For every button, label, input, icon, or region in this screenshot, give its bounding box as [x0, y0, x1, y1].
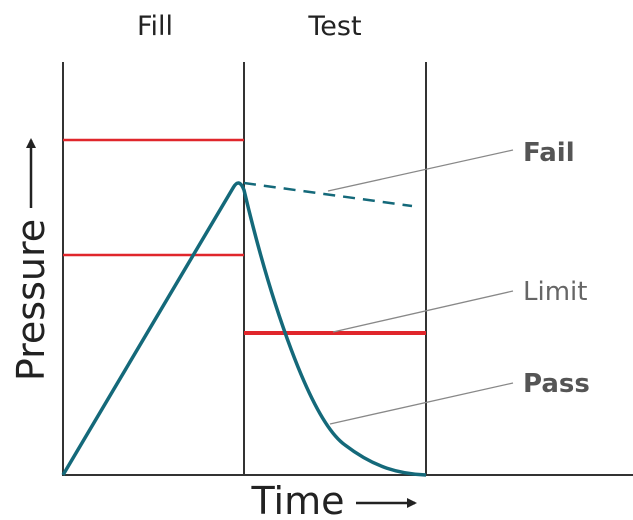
- y-axis-label: Pressure: [9, 219, 53, 381]
- phase-label: Fill: [137, 11, 173, 42]
- leader-line: [329, 382, 514, 425]
- leader-line: [327, 149, 514, 192]
- fail-curve: [243, 181, 413, 208]
- x-axis-label: Time: [251, 479, 345, 520]
- annotation: Fail: [523, 138, 575, 168]
- pressure-curve: [61, 181, 427, 477]
- annotation: Limit: [523, 277, 587, 307]
- leader-line: [332, 290, 514, 333]
- phase-label: Test: [307, 11, 361, 42]
- annotation: Pass: [523, 369, 590, 399]
